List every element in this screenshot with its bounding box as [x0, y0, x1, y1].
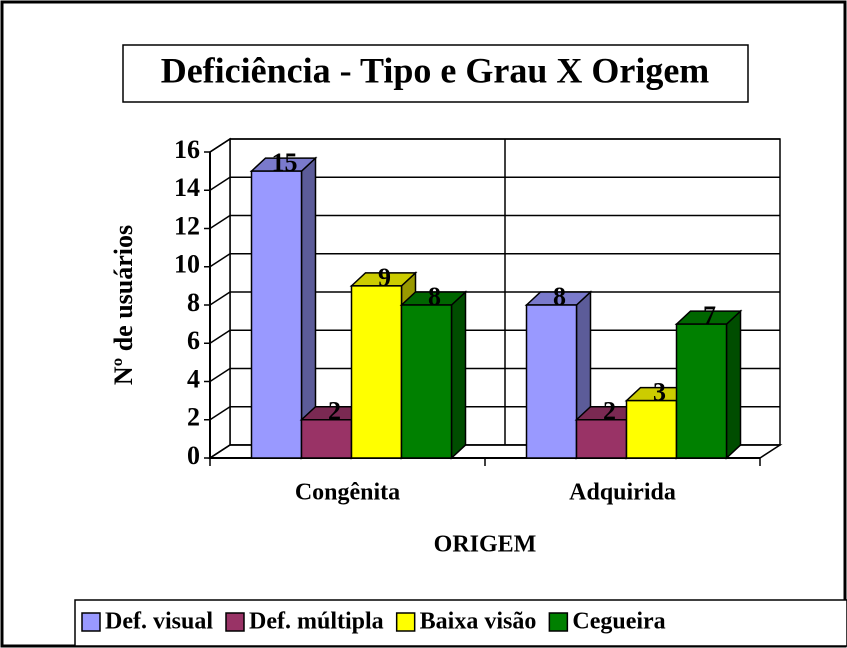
y-tick-label: 12	[174, 211, 200, 240]
bar	[300, 419, 353, 459]
legend-label: Baixa visão	[420, 609, 537, 635]
grid-line-side	[209, 214, 231, 230]
bar	[575, 419, 628, 459]
y-tick-label: 4	[187, 364, 200, 393]
legend-label: Def. múltipla	[249, 609, 384, 635]
legend-label: Cegueira	[572, 609, 665, 635]
legend-label: Def. visual	[105, 609, 213, 635]
grid-line-side	[209, 406, 231, 421]
grid-line-side	[209, 176, 231, 191]
bar	[525, 304, 578, 459]
data-label: 7	[703, 301, 716, 330]
grid-line-side	[209, 253, 231, 268]
chart-title: Deficiência - Tipo e Grau X Origem	[161, 50, 710, 90]
grid-line-side	[209, 138, 231, 153]
bar-side	[725, 309, 742, 460]
y-tick-label: 6	[187, 326, 200, 355]
data-label: 2	[328, 397, 341, 426]
y-tick-label: 10	[174, 250, 200, 279]
bar-side	[450, 290, 467, 460]
legend-swatch	[81, 612, 101, 632]
x-tick-label: Adquirida	[569, 480, 676, 506]
data-label: 9	[378, 263, 391, 292]
data-label: 15	[272, 148, 298, 177]
data-label: 3	[653, 378, 666, 407]
grid-line-side	[209, 329, 231, 344]
y-axis-label: Nº de usuários	[109, 225, 138, 385]
grid-line-side	[209, 444, 231, 459]
data-label: 2	[603, 397, 616, 426]
y-tick-label: 0	[187, 441, 200, 470]
legend-swatch	[548, 612, 569, 632]
x-tick-label: Congênita	[295, 480, 400, 506]
bar	[625, 399, 678, 459]
bar	[250, 170, 303, 459]
y-tick-label: 8	[187, 288, 200, 317]
grid-line-side	[209, 367, 231, 383]
bar	[400, 304, 453, 459]
data-label: 8	[428, 282, 441, 311]
grid-line-side	[209, 291, 231, 306]
y-tick-label: 2	[187, 403, 200, 432]
y-tick-label: 16	[174, 135, 200, 164]
x-axis-label: ORIGEM	[434, 532, 537, 558]
y-tick-label: 14	[174, 173, 200, 202]
legend-swatch	[225, 612, 245, 632]
title-box	[122, 44, 749, 103]
data-label: 8	[553, 282, 566, 311]
legend-box	[74, 599, 847, 647]
legend-swatch	[395, 612, 416, 632]
bar	[675, 323, 728, 459]
bar	[350, 285, 403, 459]
